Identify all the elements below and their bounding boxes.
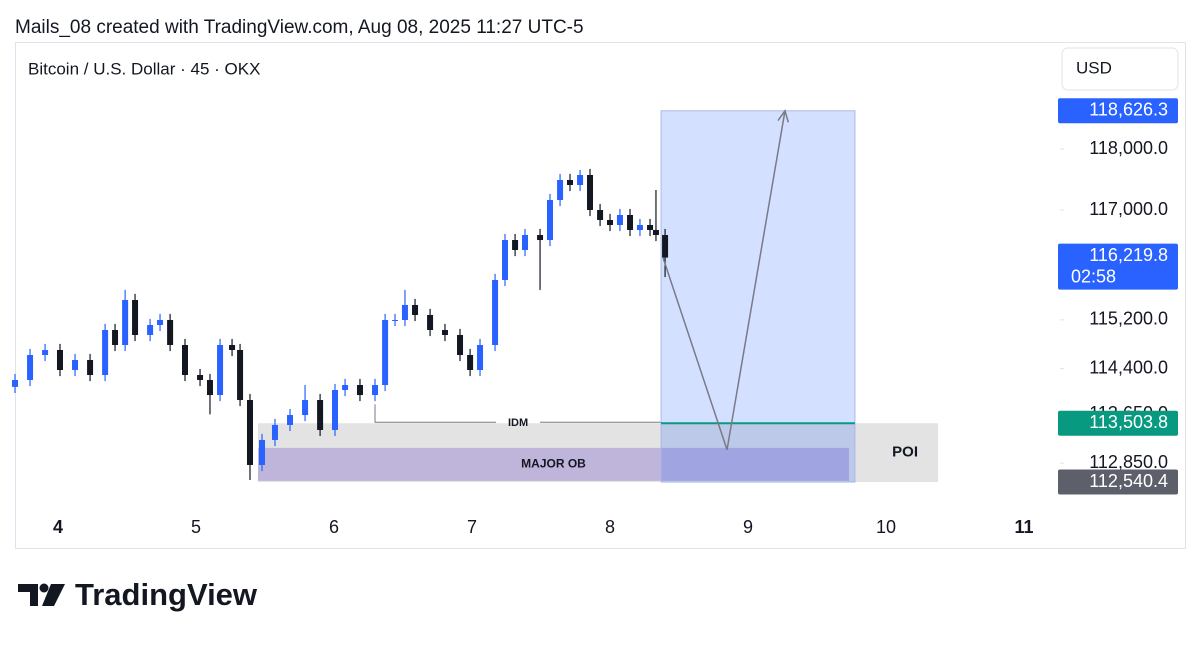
candle-body [356, 385, 363, 396]
candle-body [157, 319, 164, 325]
candle-body [287, 415, 294, 425]
candle-body [382, 319, 389, 386]
logo-slash [42, 584, 65, 606]
chart-title: Bitcoin / U.S. Dollar · 45 · OKX [28, 59, 260, 78]
candle-body [206, 380, 213, 396]
y-tick-label: 112,850.0 [1089, 452, 1168, 472]
y-tick-label: 115,200.0 [1089, 309, 1168, 329]
candle-body [512, 240, 519, 251]
y-tick-label: 114,400.0 [1089, 357, 1168, 377]
x-tick-label: 5 [191, 517, 201, 537]
candle-body [546, 200, 553, 241]
candle-body [331, 390, 338, 430]
candle-body [392, 319, 399, 321]
candle-body [577, 174, 584, 185]
candle-body [537, 235, 544, 241]
price-tag-label: 113,503.8 [1089, 412, 1168, 432]
candle-body [652, 230, 659, 236]
zone [258, 447, 850, 481]
brand: TradingView [75, 577, 258, 612]
x-tick-label: 10 [876, 517, 896, 537]
candle-body [492, 279, 499, 345]
candle-body [72, 360, 79, 371]
candle-body [502, 240, 509, 280]
candle-body [597, 210, 604, 221]
candle-body [122, 299, 129, 345]
candle-body [132, 299, 139, 335]
candle-body [259, 439, 266, 465]
candle-body [627, 215, 634, 231]
idm-label: IDM [508, 417, 528, 429]
x-tick-label: 6 [329, 517, 339, 537]
candle-body [217, 344, 224, 396]
price-tag [1058, 410, 1178, 436]
candle-body [587, 174, 594, 211]
y-tick-label: 117,000.0 [1089, 199, 1168, 219]
x-tick-label: 11 [1014, 517, 1033, 537]
candle-body [147, 324, 154, 335]
candle-body [87, 360, 94, 376]
candle-body [607, 220, 614, 226]
candle-body [401, 304, 408, 320]
zone-label: MAJOR OB [521, 457, 586, 471]
logo-dot [39, 583, 49, 593]
candle-body [441, 329, 448, 335]
x-tick-label: 7 [467, 517, 477, 537]
candle-body [302, 400, 309, 416]
candle-body [647, 225, 654, 231]
logo-mark [18, 584, 38, 606]
candle-body [522, 235, 529, 251]
price-tag-label: 116,219.8 [1089, 245, 1168, 265]
countdown: 02:58 [1071, 266, 1116, 286]
candle-body [167, 319, 174, 345]
projection-box [660, 110, 856, 483]
candle-body [477, 344, 484, 371]
candle-body [636, 225, 643, 231]
idm-line [374, 404, 662, 423]
candle-body [229, 344, 236, 350]
candle-body [56, 349, 63, 371]
candle-body [457, 334, 464, 355]
logo [18, 583, 65, 606]
candle-body [467, 355, 474, 371]
x-tick-label: 4 [53, 517, 63, 537]
candle-body [557, 179, 564, 200]
candle-body [271, 424, 278, 440]
price-tag-label: 118,626.3 [1089, 100, 1168, 120]
candle-body [342, 385, 349, 391]
price-tag-label: 112,540.4 [1089, 471, 1168, 491]
candle-body [246, 400, 253, 465]
candle-body [566, 179, 573, 185]
candle-body [372, 385, 379, 396]
price-tag [1058, 243, 1178, 290]
candle-body [112, 329, 119, 345]
currency-button[interactable] [1061, 47, 1179, 91]
candle-body [27, 355, 34, 381]
candle-body [182, 344, 189, 376]
price-tag [1058, 469, 1178, 495]
candle-body [427, 314, 434, 330]
x-tick-label: 9 [743, 517, 753, 537]
candle-body [662, 235, 669, 258]
candle-body [12, 380, 18, 387]
header: Mails_08 created with TradingView.com, A… [15, 17, 584, 38]
currency[interactable]: USD [1076, 58, 1112, 77]
candle-body [102, 329, 109, 376]
candle-body [412, 304, 419, 315]
y-tick-label: 118,000.0 [1089, 138, 1168, 158]
candle-body [237, 349, 244, 401]
plot: POI MAJOR OB IDM [12, 109, 939, 483]
candle-body [42, 349, 49, 355]
candle-body [317, 400, 324, 430]
price-tag [1058, 98, 1178, 124]
candle-body [197, 375, 204, 381]
projection-path [662, 110, 786, 450]
x-tick-label: 8 [605, 517, 615, 537]
candle-body [616, 215, 623, 226]
arrow-head [777, 109, 790, 123]
zone-label: POI [892, 444, 918, 461]
